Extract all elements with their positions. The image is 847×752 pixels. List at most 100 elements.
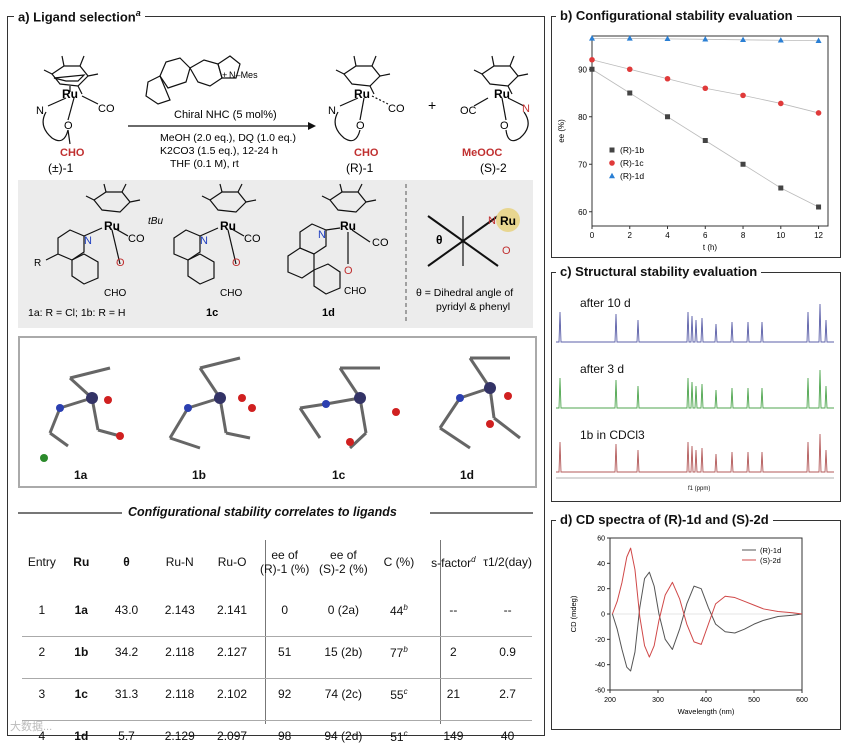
th-run: Ru-N <box>165 555 194 569</box>
panel-c-title: c) Structural stability evaluation <box>556 264 762 279</box>
theta-note-1: θ = Dihedral angle of <box>416 287 513 299</box>
atom-o: O <box>64 120 73 132</box>
th-theta: θ <box>123 555 130 569</box>
crystal-1a <box>40 366 124 462</box>
th-c: C (%) <box>383 555 415 569</box>
y-tick-label: 20 <box>597 586 605 593</box>
theta-note-2: pyridyl & phenyl <box>436 301 510 313</box>
svg-text:Ru: Ru <box>104 219 120 233</box>
svg-text:O: O <box>502 245 511 257</box>
legend-label: (R)-1b <box>620 145 644 155</box>
svg-text:N: N <box>328 105 336 117</box>
data-point <box>589 66 595 72</box>
watermark: 大数据... <box>10 721 53 733</box>
crystal-label-1b: 1b <box>192 468 207 482</box>
chart-ee-vs-time: 0 2 4 6 8 10 12 60 70 80 90 t (h) ee (%) (R)-1b (R)-1c… <box>557 35 829 252</box>
th-ruo: Ru-O <box>217 555 247 569</box>
crystal-1d <box>438 356 521 450</box>
label-r1: (R)-1 <box>346 161 374 175</box>
nmr-label-1b: 1b in CDCl3 <box>580 428 645 442</box>
nhc-catalyst-structure <box>145 55 241 105</box>
data-point <box>665 114 671 120</box>
x-tick-label: 0 <box>590 231 595 240</box>
data-point <box>815 37 822 43</box>
panel-b-title: b) Configurational stability evaluation <box>556 8 797 23</box>
data-point <box>664 75 671 82</box>
y-axis-label: ee (%) <box>557 119 566 143</box>
svg-text:Ru: Ru <box>220 219 236 233</box>
y-tick-label: 90 <box>578 65 587 74</box>
y-tick-label: 80 <box>578 113 587 122</box>
crystal-1b <box>168 356 256 450</box>
th-entry: Entry <box>27 555 56 569</box>
panel-d-title: d) CD spectra of (R)-1d and (S)-2d <box>556 512 773 527</box>
crystal-label-1c: 1c <box>332 468 346 482</box>
data-point <box>778 100 784 107</box>
y-tick-label: 60 <box>578 208 587 217</box>
catalyst-label: Chiral NHC (5 mol%) <box>174 109 277 121</box>
label-1ab: 1a: R = Cl; 1b: R = H <box>28 307 125 319</box>
x-tick-label: 600 <box>796 697 808 704</box>
svg-text:CO: CO <box>388 103 405 115</box>
crystal-label-1d: 1d <box>460 468 475 482</box>
x-tick-label: 2 <box>628 231 633 240</box>
legend-label: (R)-1d <box>760 546 781 555</box>
nmr-spectra <box>556 303 834 479</box>
svg-text:MeOOC: MeOOC <box>462 147 502 159</box>
legend-marker <box>609 172 615 179</box>
svg-text:O: O <box>232 257 241 269</box>
x-tick-label: 200 <box>604 697 616 704</box>
svg-text:O: O <box>356 120 365 132</box>
svg-text:O: O <box>500 120 509 132</box>
conditions-3: THF (0.1 M), rt <box>170 158 239 170</box>
x-axis-label: Wavelength (nm) <box>678 707 735 716</box>
x-axis-label: t (h) <box>703 243 718 252</box>
nmr-trace <box>556 303 834 343</box>
x-tick-label: 4 <box>665 231 670 240</box>
svg-text:N: N <box>318 229 326 241</box>
table-row: 4 1d 5.7 2.129 2.097 98 94 (2d) 51c 149 40 <box>38 728 515 744</box>
table-header-row: Entry Ru θ Ru-N Ru-O ee of (R)-1 (%) ee o… <box>22 540 532 584</box>
x-tick-label: 500 <box>748 697 760 704</box>
data-point <box>740 36 747 42</box>
cd-spectra-chart: 200 300 400 500 600 -60 -40 -20 0 20 40 60 Wavelengt… <box>569 536 808 717</box>
legend-label: (S)-2d <box>760 556 781 565</box>
nmr-trace <box>556 369 834 409</box>
panel-d <box>551 520 841 730</box>
ligand-co: CO <box>98 103 115 115</box>
legend-marker <box>609 147 615 153</box>
cp-ring-start <box>42 55 99 145</box>
label-s2: (S)-2 <box>480 161 507 175</box>
legend-label: (R)-1c <box>620 158 644 168</box>
svg-text:tBu: tBu <box>148 216 163 227</box>
svg-text:R: R <box>34 258 41 269</box>
data-point <box>740 92 746 99</box>
table-rule-top <box>18 512 122 514</box>
legend-label: (R)-1d <box>620 171 644 181</box>
data-point <box>626 35 633 41</box>
crystal-structures-box <box>18 336 537 488</box>
data-point <box>664 35 671 42</box>
th-s: s-factord <box>431 554 476 570</box>
data-point <box>702 85 709 92</box>
svg-text:CO: CO <box>128 233 145 245</box>
crystal-1c <box>298 366 400 450</box>
ligand-cho: CHO <box>60 147 85 159</box>
results-table: Entry Ru θ Ru-N Ru-O ee of (R)-1 (%) ee o… <box>22 540 532 752</box>
y-tick-label: 60 <box>597 536 605 543</box>
data-point <box>778 185 784 191</box>
y-tick-label: 40 <box>597 561 605 568</box>
legend-marker <box>609 160 615 166</box>
table-row: 3 1c 31.3 2.118 2.102 92 74 (2c) 55c 21 2.7 <box>38 686 516 702</box>
y-tick-label: -60 <box>595 688 605 695</box>
cd-series-line <box>611 571 803 672</box>
cd-series-line <box>611 547 803 658</box>
data-point <box>815 110 822 116</box>
plus-sign: + <box>428 97 436 113</box>
data-point <box>740 161 746 167</box>
th-ru: Ru <box>73 555 90 569</box>
svg-text:N: N <box>488 215 496 227</box>
data-point <box>626 66 633 73</box>
conditions-2: K2CO3 (1.5 eq.), 12-24 h <box>160 145 278 157</box>
svg-text:N: N <box>84 235 92 247</box>
